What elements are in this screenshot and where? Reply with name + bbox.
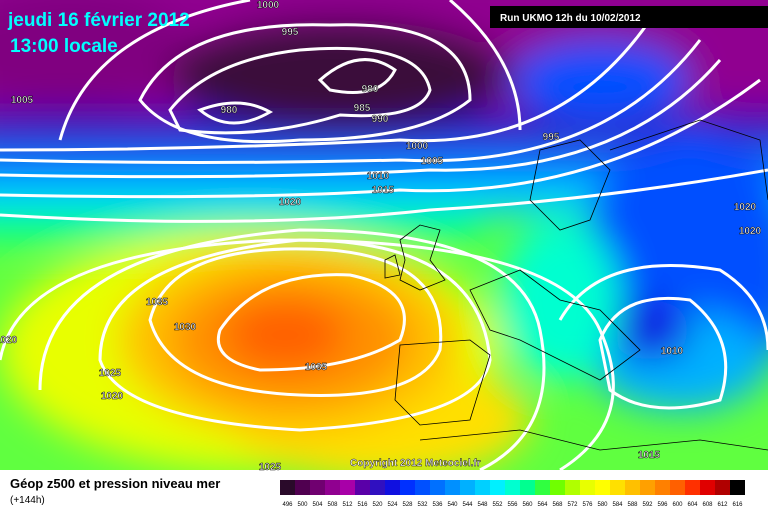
isobar-label: 1000 [406,141,429,152]
colorbar-swatch [730,480,745,495]
colorbar-label: 604 [687,502,698,508]
colorbar-swatch [280,480,295,495]
colorbar-label: 568 [552,502,563,508]
isobar-label: 1020 [279,197,302,208]
isobar-label: 1005 [421,156,444,167]
isobar-label: 995 [282,27,299,38]
colorbar-label: 496 [282,502,293,508]
colorbar-label: 504 [312,502,323,508]
colorbar-swatch [610,480,625,495]
isobar-label: 1015 [638,450,661,461]
isobar-label: 1025 [259,462,282,473]
colorbar-label: 588 [627,502,638,508]
isobar-label: 1035 [305,362,328,373]
colorbar-swatch [385,480,400,495]
colorbar-swatch [460,480,475,495]
isobar-label: 1030 [174,322,197,333]
colorbar-swatch [475,480,490,495]
isobars [0,0,768,470]
isobar-label: 990 [372,114,389,125]
isobar-label: 1020 [739,226,762,237]
colorbar-swatch [535,480,550,495]
copyright: Copyright 2012 Meteociel.fr [350,458,481,469]
colorbar-label: 572 [567,502,578,508]
colorbar-swatch [670,480,685,495]
colorbar-label: 564 [537,502,548,508]
colorbar-swatch [430,480,445,495]
colorbar-label: 552 [492,502,503,508]
isobar-label: 995 [543,132,560,143]
colorbar-swatch [715,480,730,495]
run-box [490,6,768,28]
colorbar-swatch [625,480,640,495]
colorbar-swatch [370,480,385,495]
colorbar-swatch [490,480,505,495]
colorbar-label: 600 [672,502,683,508]
isobar-label: 980 [362,84,379,95]
isobar-label: 985 [354,103,371,114]
colorbar-swatch [550,480,565,495]
colorbar-swatch [565,480,580,495]
colorbar-label: 516 [357,502,368,508]
colorbar-label: 540 [447,502,458,508]
time-label: 13:00 locale [10,36,118,57]
isobar-label: 1035 [146,297,169,308]
colorbar-label: 532 [417,502,428,508]
colorbar-swatch [340,480,355,495]
colorbar-swatch [580,480,595,495]
colorbar-swatch [325,480,340,495]
colorbar-label: 580 [597,502,608,508]
colorbar: 496 500 504 508 512 516 520 524 528 532 536 540 544 5… [280,480,745,508]
colorbar-label: 616 [732,502,743,508]
colorbar-label: 544 [462,502,473,508]
isobar-label: 1015 [372,185,395,196]
colorbar-swatch [445,480,460,495]
colorbar-label: 536 [432,502,443,508]
colorbar-label: 512 [342,502,353,508]
isobar-label: 1020 [101,391,124,402]
colorbar-swatch [295,480,310,495]
colorbar-swatch [505,480,520,495]
colorbar-label: 548 [477,502,488,508]
colorbar-label: 584 [612,502,623,508]
colorbar-label: 500 [297,502,308,508]
colorbar-label: 524 [387,502,398,508]
colorbar-swatch [355,480,370,495]
colorbar-swatch [310,480,325,495]
colorbar-swatch [415,480,430,495]
date-label: jeudi 16 février 2012 [7,10,190,31]
isobar-label: 1010 [367,171,390,182]
colorbar-swatch [655,480,670,495]
isobar-label: 980 [221,105,238,116]
colorbar-swatch [520,480,535,495]
colorbar-label: 508 [327,502,338,508]
isobar-label: 1000 [257,0,280,11]
colorbar-label: 592 [642,502,653,508]
colorbar-label: 612 [717,502,728,508]
colorbar-swatch [400,480,415,495]
isobar-label: 1010 [661,346,684,357]
colorbar-label: 528 [402,502,413,508]
legend-title: Géop z500 et pression niveau mer [10,476,220,491]
isobar-label: 1025 [99,368,122,379]
colorbar-label: 596 [657,502,668,508]
isobar-label: 1020 [734,202,757,213]
colorbar-swatch [595,480,610,495]
colorbar-swatch [640,480,655,495]
colorbar-label: 576 [582,502,593,508]
legend-lead: (+144h) [10,495,45,506]
colorbar-label: 520 [372,502,383,508]
isobar-label: 1005 [11,95,34,106]
isobar-label: 1020 [0,335,18,346]
coastlines [384,119,768,451]
colorbar-label: 560 [522,502,533,508]
colorbar-label: 608 [702,502,713,508]
colorbar-label: 556 [507,502,518,508]
colorbar-swatch [685,480,700,495]
colorbar-swatch [700,480,715,495]
run-label: Run UKMO 12h du 10/02/2012 [500,13,641,24]
